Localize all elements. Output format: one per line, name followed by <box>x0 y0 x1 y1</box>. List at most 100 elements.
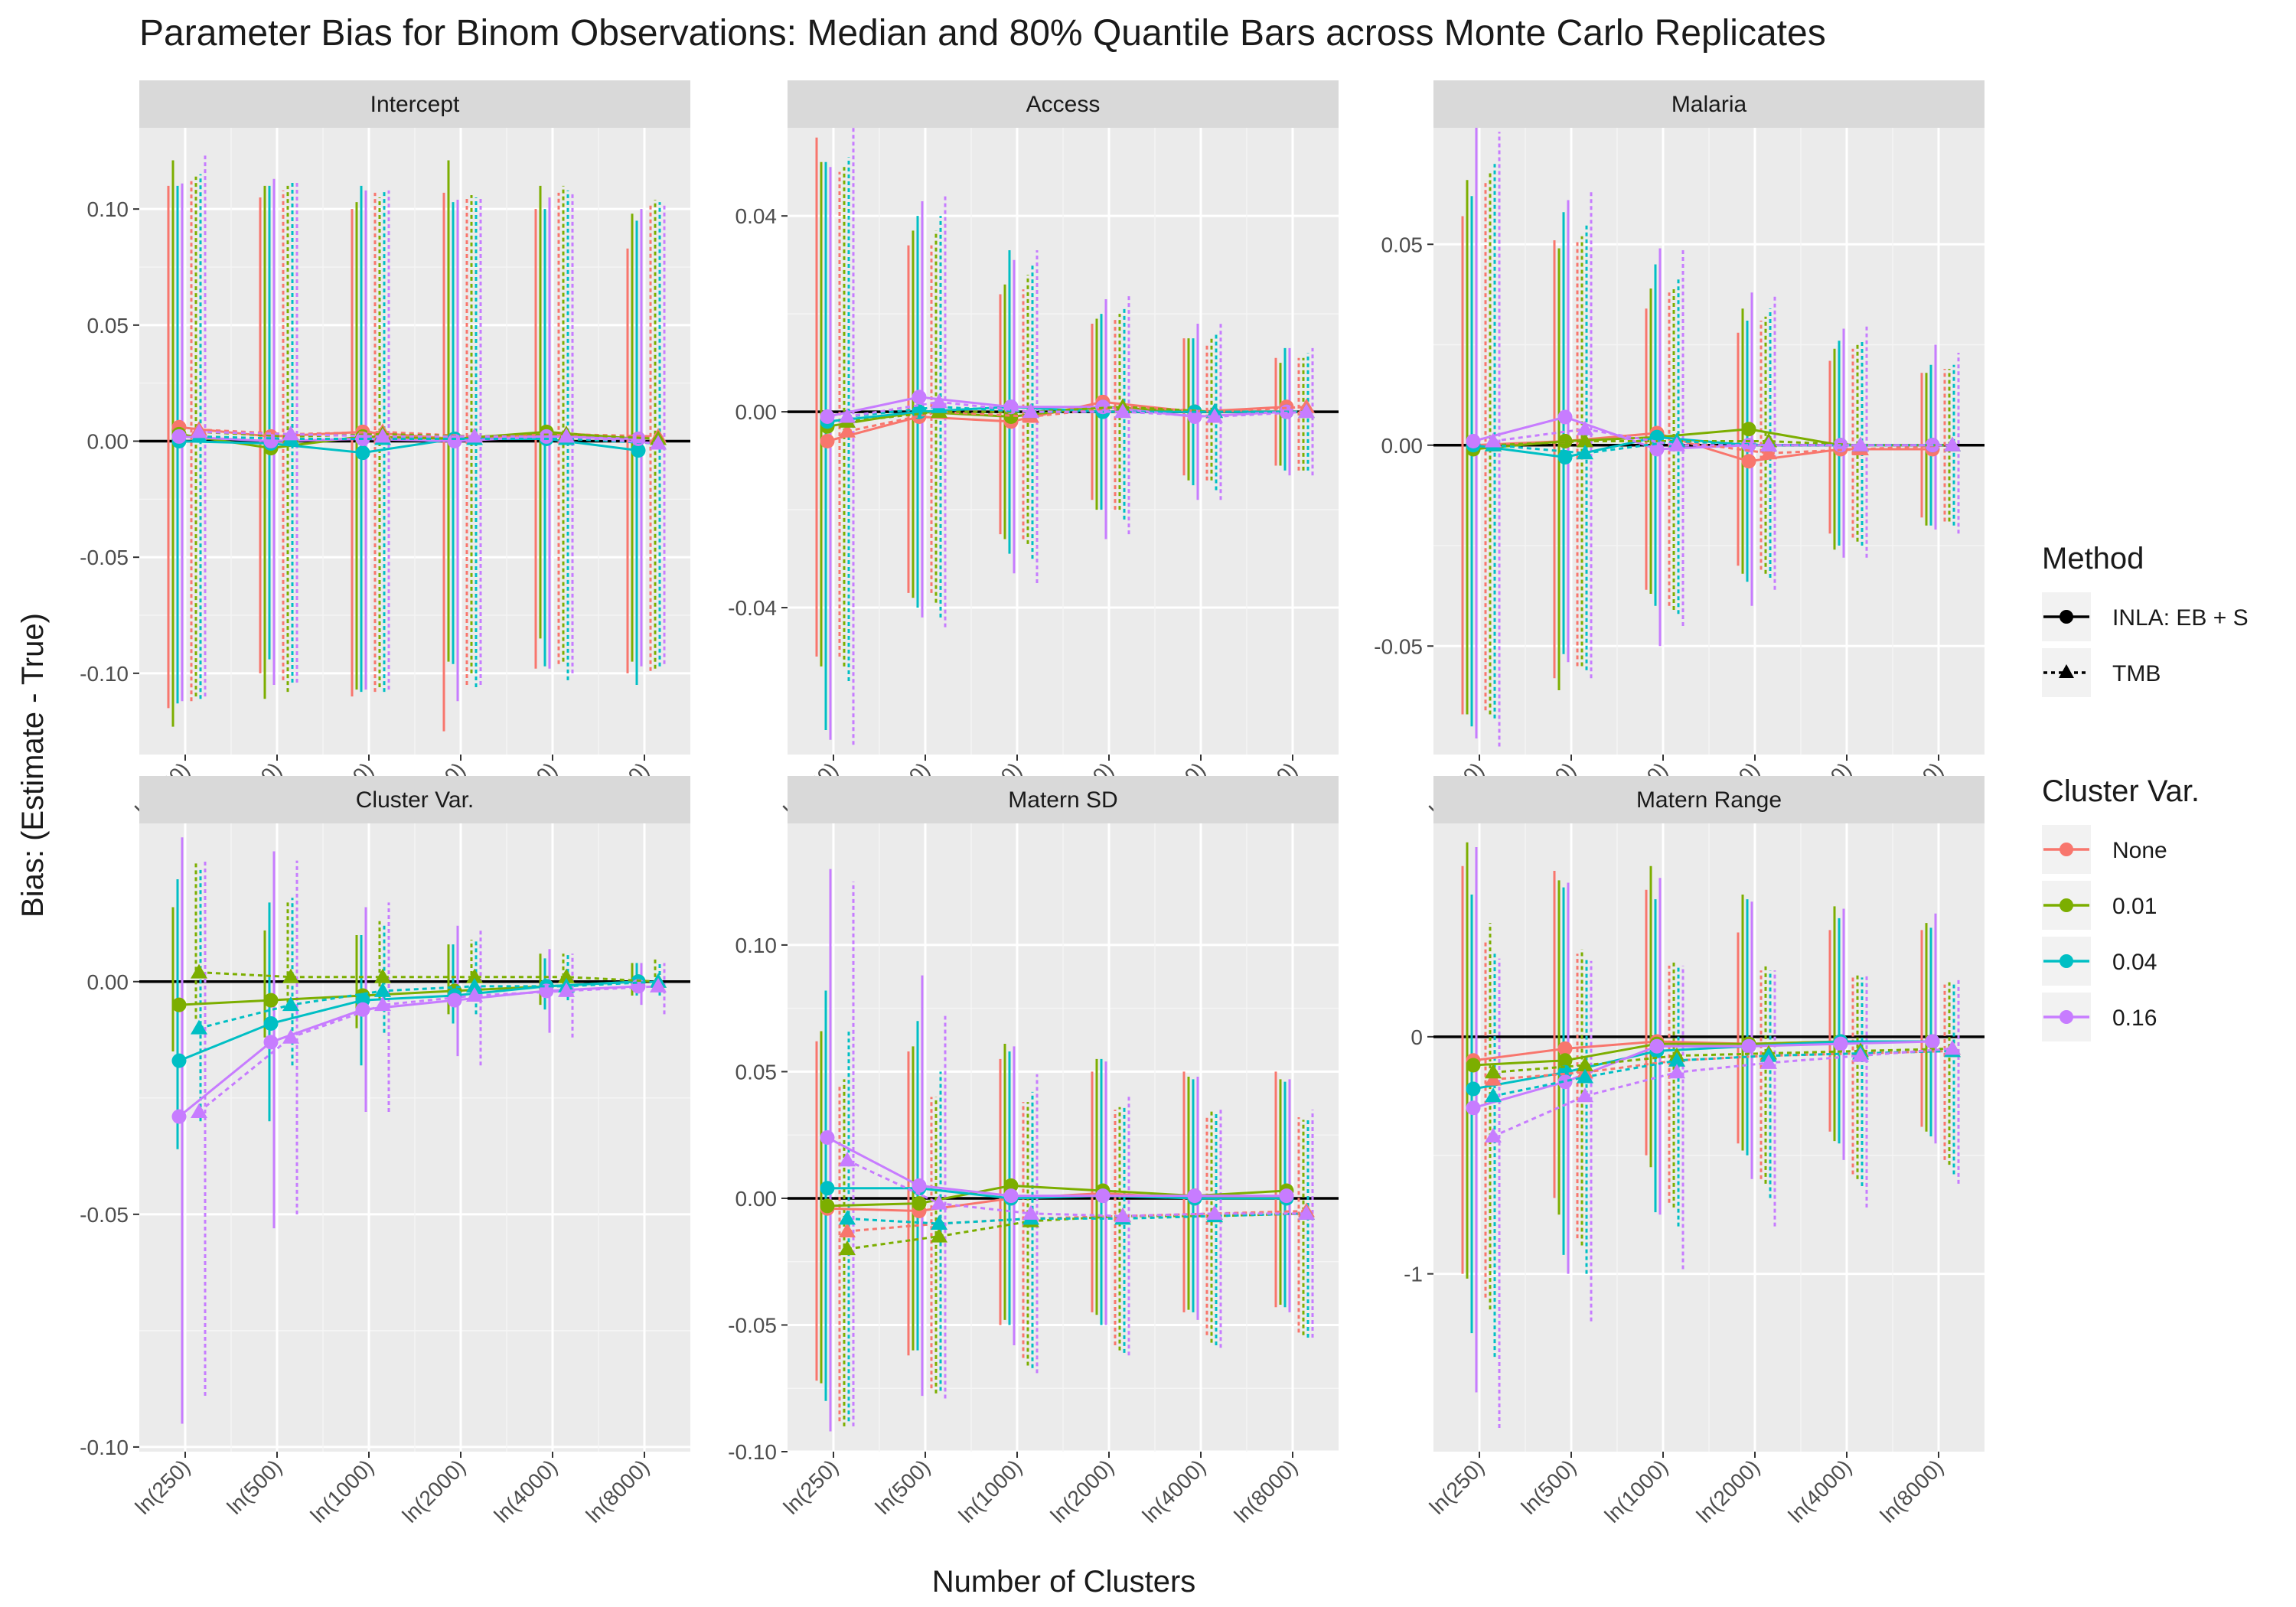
x-tick-label: ln(250) <box>1425 1455 1489 1519</box>
median-point <box>820 409 835 425</box>
median-point <box>1668 1051 1685 1067</box>
y-tick-label: -0.10 <box>80 662 129 686</box>
median-point <box>1668 436 1685 451</box>
x-axis-title: Number of Clusters <box>932 1565 1196 1599</box>
median-point <box>1577 1087 1593 1103</box>
median-point <box>1298 403 1315 419</box>
x-tick-label: ln(8000) <box>1876 1455 1949 1527</box>
median-point <box>1925 1034 1940 1049</box>
median-point <box>466 968 483 983</box>
legend-cluster-016-label: 0.16 <box>2112 1006 2157 1031</box>
median-series <box>171 963 667 1124</box>
y-tick-label: 0.00 <box>735 1187 778 1211</box>
y-tick-label: 0.10 <box>87 197 129 221</box>
legend-cluster-001: 0.01 <box>2042 881 2157 930</box>
median-point <box>1741 1038 1756 1054</box>
median-point <box>820 1181 835 1196</box>
median-point <box>1114 1208 1131 1223</box>
median-point <box>1557 450 1573 464</box>
median-point <box>650 977 667 993</box>
x-tick-label: ln(1000) <box>306 1455 379 1527</box>
median-line-tmb-none <box>846 406 1307 433</box>
x-tick-label: ln(8000) <box>582 1455 654 1527</box>
median-point <box>820 1130 835 1145</box>
x-tick-label: ln(4000) <box>1784 1455 1857 1527</box>
strip-label: Malaria <box>1671 92 1747 117</box>
median-point <box>374 996 391 1012</box>
y-tick-label: 0.00 <box>735 400 778 424</box>
median-point <box>558 428 575 443</box>
median-point <box>355 445 370 461</box>
median-point <box>282 968 299 983</box>
legend-cluster-001-label: 0.01 <box>2112 894 2157 919</box>
median-point <box>1095 1188 1110 1204</box>
median-point <box>282 996 299 1012</box>
median-point <box>1577 1057 1593 1072</box>
median-point <box>1577 432 1593 448</box>
median-line-tmb-0-16 <box>198 430 659 445</box>
median-point <box>1852 1047 1869 1062</box>
y-tick-label: 0.05 <box>1381 233 1424 256</box>
median-point <box>820 1198 835 1214</box>
median-point <box>171 429 187 444</box>
panel-malaria: Malaria0.050.00-0.05ln(250)ln(500)ln(100… <box>1374 80 1985 830</box>
strip-access <box>788 80 1339 128</box>
median-line-tmb-0-04 <box>198 980 659 1030</box>
median-point <box>447 993 462 1008</box>
x-tick-label: ln(2000) <box>398 1455 471 1527</box>
median-point <box>1668 1064 1685 1079</box>
median-line-inla-0-16 <box>1473 1040 1933 1110</box>
x-tick-label: ln(250) <box>131 1455 195 1519</box>
median-point <box>931 393 947 409</box>
median-point <box>931 1227 947 1243</box>
median-point <box>447 434 462 448</box>
legend-method-title: Method <box>2042 542 2144 575</box>
median-point <box>1466 434 1481 448</box>
y-tick-label: -0.10 <box>80 1436 129 1459</box>
strip-matern-sd <box>788 776 1339 823</box>
legend-method-inla-label: INLA: EB + S <box>2112 605 2249 631</box>
legend-cluster-004-label: 0.04 <box>2112 950 2157 975</box>
median-point <box>912 390 927 405</box>
y-axis-title: Bias: (Estimate - True) <box>16 613 50 918</box>
median-point <box>1760 1054 1777 1069</box>
median-point <box>1577 420 1593 435</box>
median-point <box>820 434 835 448</box>
x-tick-label: ln(4000) <box>1138 1455 1211 1527</box>
median-point <box>1577 1068 1593 1084</box>
strip-malaria <box>1433 80 1985 128</box>
panel-matern-range: Matern Range 0 -1 ln(250) ln(500) ln(1000) ln(… <box>1404 776 1985 1527</box>
median-point <box>931 1195 947 1210</box>
median-line-tmb-0-04 <box>846 1212 1307 1225</box>
x-tick-label: ln(500) <box>871 1455 935 1519</box>
y-tick-label: -0.05 <box>80 546 129 569</box>
median-point <box>1485 1127 1502 1143</box>
legend-cluster-016: 0.16 <box>2042 993 2157 1041</box>
median-line-tmb-0-16 <box>846 400 1307 419</box>
median-series <box>1466 409 1961 469</box>
y-tick-label: 0 <box>1411 1025 1423 1049</box>
median-point <box>1114 403 1131 419</box>
median-point <box>839 1152 856 1167</box>
panel-access: Access0.040.00-0.04ln(250)ln(500)ln(1000… <box>728 80 1339 830</box>
median-point <box>263 993 279 1008</box>
median-point <box>650 435 667 450</box>
median-point <box>282 425 299 441</box>
x-tick-label: ln(250) <box>779 1455 843 1519</box>
y-tick-label: 0.05 <box>735 1060 778 1084</box>
median-point <box>263 1035 279 1050</box>
median-point <box>1003 1188 1019 1204</box>
median-point <box>1833 1036 1848 1051</box>
median-point <box>1741 454 1756 469</box>
y-tick-label: 0.00 <box>87 970 129 994</box>
median-point <box>1852 436 1869 451</box>
median-point <box>1557 1074 1573 1090</box>
x-tick-label: ln(4000) <box>490 1455 563 1527</box>
legend-cluster-title: Cluster Var. <box>2042 774 2200 808</box>
y-tick-label: 0.00 <box>87 430 129 454</box>
median-point <box>1485 1087 1502 1103</box>
panels-layer: Intercept0.100.050.00-0.05-0.10ln(250)ln… <box>80 80 1985 1527</box>
median-point <box>839 1210 856 1225</box>
median-point <box>466 987 483 1002</box>
